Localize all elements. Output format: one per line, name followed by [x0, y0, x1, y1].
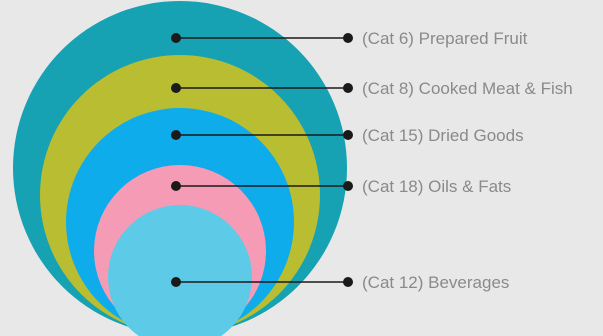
connector-cat-15 — [171, 130, 353, 140]
label-cat-6: (Cat 6) Prepared Fruit — [362, 29, 528, 48]
label-cat-18: (Cat 18) Oils & Fats — [362, 177, 511, 196]
connector-cat-6 — [171, 33, 353, 43]
connector-cat-12 — [171, 277, 353, 287]
circle-cat-12 — [108, 205, 252, 336]
label-cat-12: (Cat 12) Beverages — [362, 273, 509, 292]
connector-cat-8 — [171, 83, 353, 93]
label-cat-8: (Cat 8) Cooked Meat & Fish — [362, 79, 573, 98]
label-cat-15: (Cat 15) Dried Goods — [362, 126, 524, 145]
connector-cat-18 — [171, 181, 353, 191]
